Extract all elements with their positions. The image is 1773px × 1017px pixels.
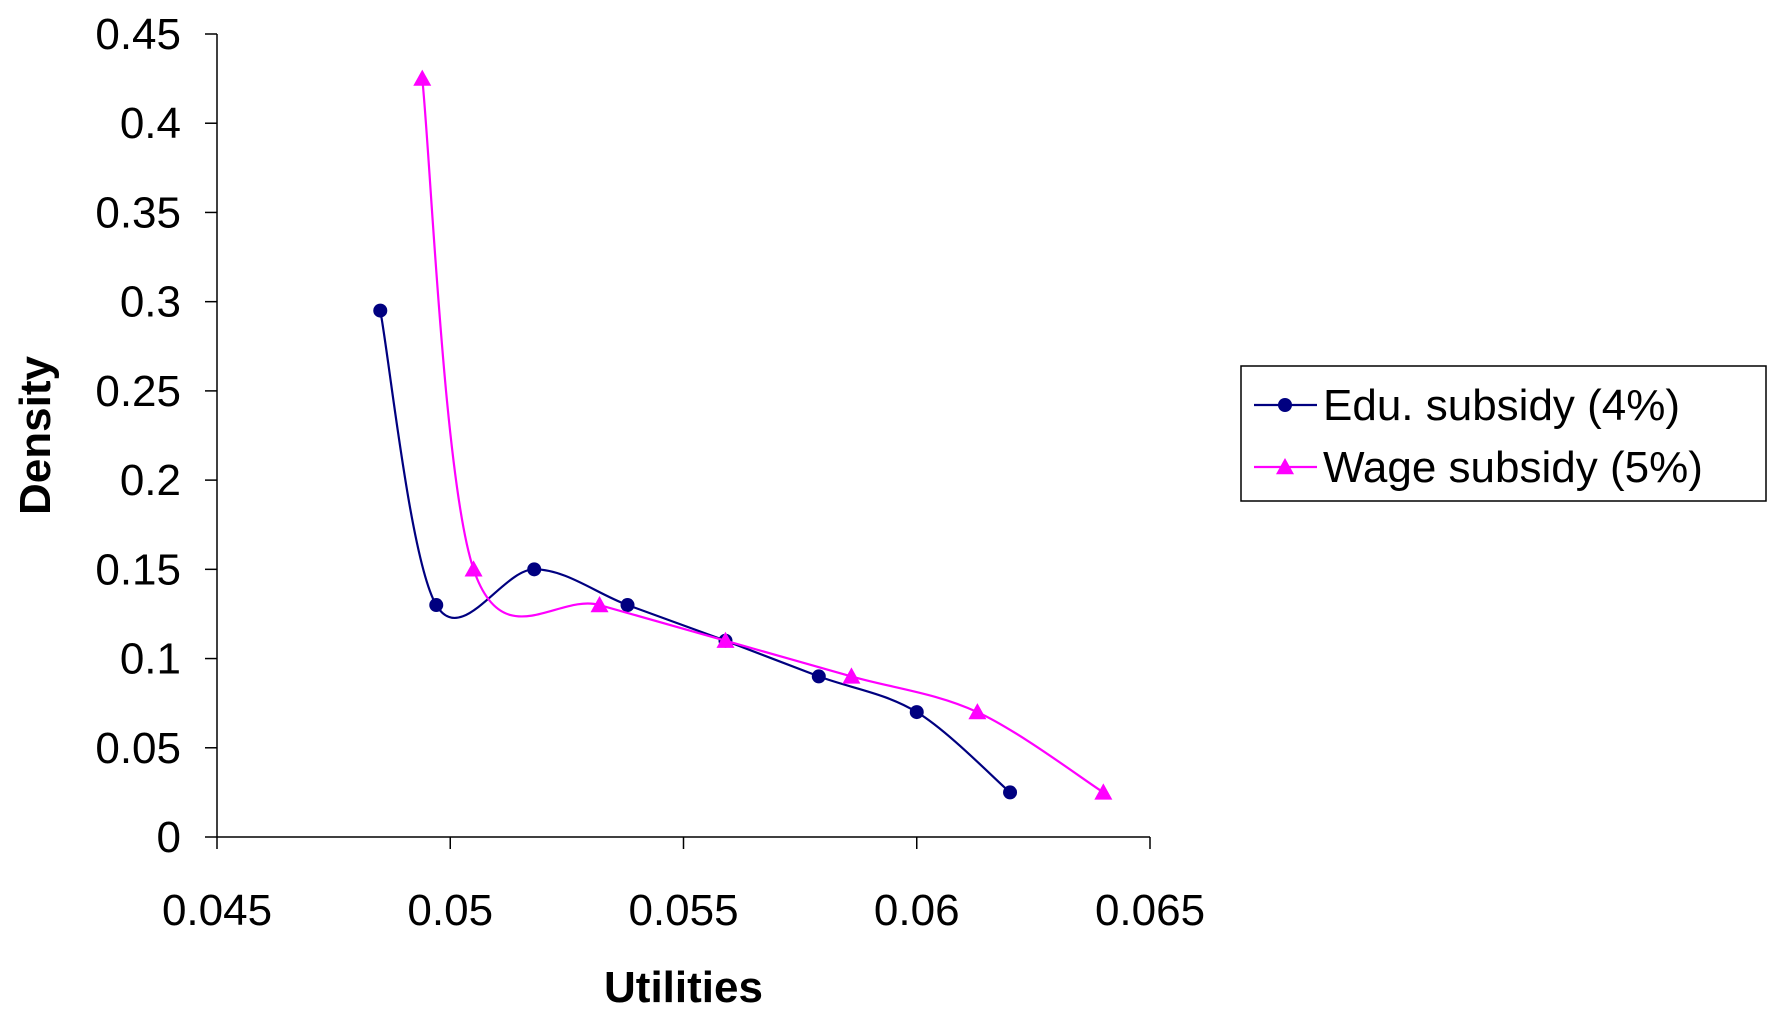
series-1 xyxy=(373,303,1018,800)
legend-label: Edu. subsidy (4%) xyxy=(1323,381,1680,430)
series-line xyxy=(379,310,1011,794)
y-tick-label: 0.25 xyxy=(95,367,181,416)
legend: Edu. subsidy (4%) Wage subsidy (5%) xyxy=(1240,365,1767,502)
data-point-triangle xyxy=(1094,783,1113,800)
y-tick-label: 0.1 xyxy=(120,635,181,684)
y-tick-label: 0.3 xyxy=(120,278,181,327)
data-point-triangle xyxy=(842,667,861,684)
data-point-circle xyxy=(909,705,924,720)
legend-marker-circle xyxy=(1278,398,1292,412)
series-2 xyxy=(413,69,1113,800)
data-point-triangle xyxy=(968,703,987,720)
data-point-triangle xyxy=(464,560,483,577)
y-tick-label: 0.15 xyxy=(95,545,181,594)
data-point-circle xyxy=(429,598,444,613)
y-tick-label: 0.05 xyxy=(95,724,181,773)
x-axis-title: Utilities xyxy=(604,963,763,1012)
data-point-circle xyxy=(620,598,635,613)
x-tick-label: 0.055 xyxy=(628,886,738,935)
y-tick-label: 0.45 xyxy=(95,10,181,59)
data-point-circle xyxy=(811,669,826,684)
x-tick-label: 0.05 xyxy=(407,886,493,935)
x-tick-label: 0.06 xyxy=(874,886,960,935)
axes: 0 0.05 0.1 0.15 0.2 0.25 0.3 0.35 0.4 0.45 0.045 0.… xyxy=(95,10,1205,935)
x-tick-label: 0.045 xyxy=(162,886,272,935)
legend-label: Wage subsidy (5%) xyxy=(1323,443,1703,492)
data-point-circle xyxy=(373,303,388,318)
y-tick-label: 0 xyxy=(157,813,181,862)
legend-item-1: Edu. subsidy (4%) xyxy=(1254,381,1680,430)
y-axis-title: Density xyxy=(11,356,60,515)
legend-item-2: Wage subsidy (5%) xyxy=(1254,443,1703,492)
legend-marker-triangle xyxy=(1276,458,1294,475)
y-tick-label: 0.35 xyxy=(95,188,181,237)
data-point-circle xyxy=(527,562,542,577)
data-point-triangle xyxy=(590,596,609,613)
series-line xyxy=(421,78,1104,794)
series-layer xyxy=(373,69,1113,800)
y-tick-label: 0.2 xyxy=(120,456,181,505)
y-tick-label: 0.4 xyxy=(120,99,181,148)
legend-box xyxy=(1240,365,1767,502)
data-point-circle xyxy=(1003,785,1018,800)
data-point-triangle xyxy=(716,631,735,648)
data-point-triangle xyxy=(413,69,432,86)
x-tick-label: 0.065 xyxy=(1095,886,1205,935)
